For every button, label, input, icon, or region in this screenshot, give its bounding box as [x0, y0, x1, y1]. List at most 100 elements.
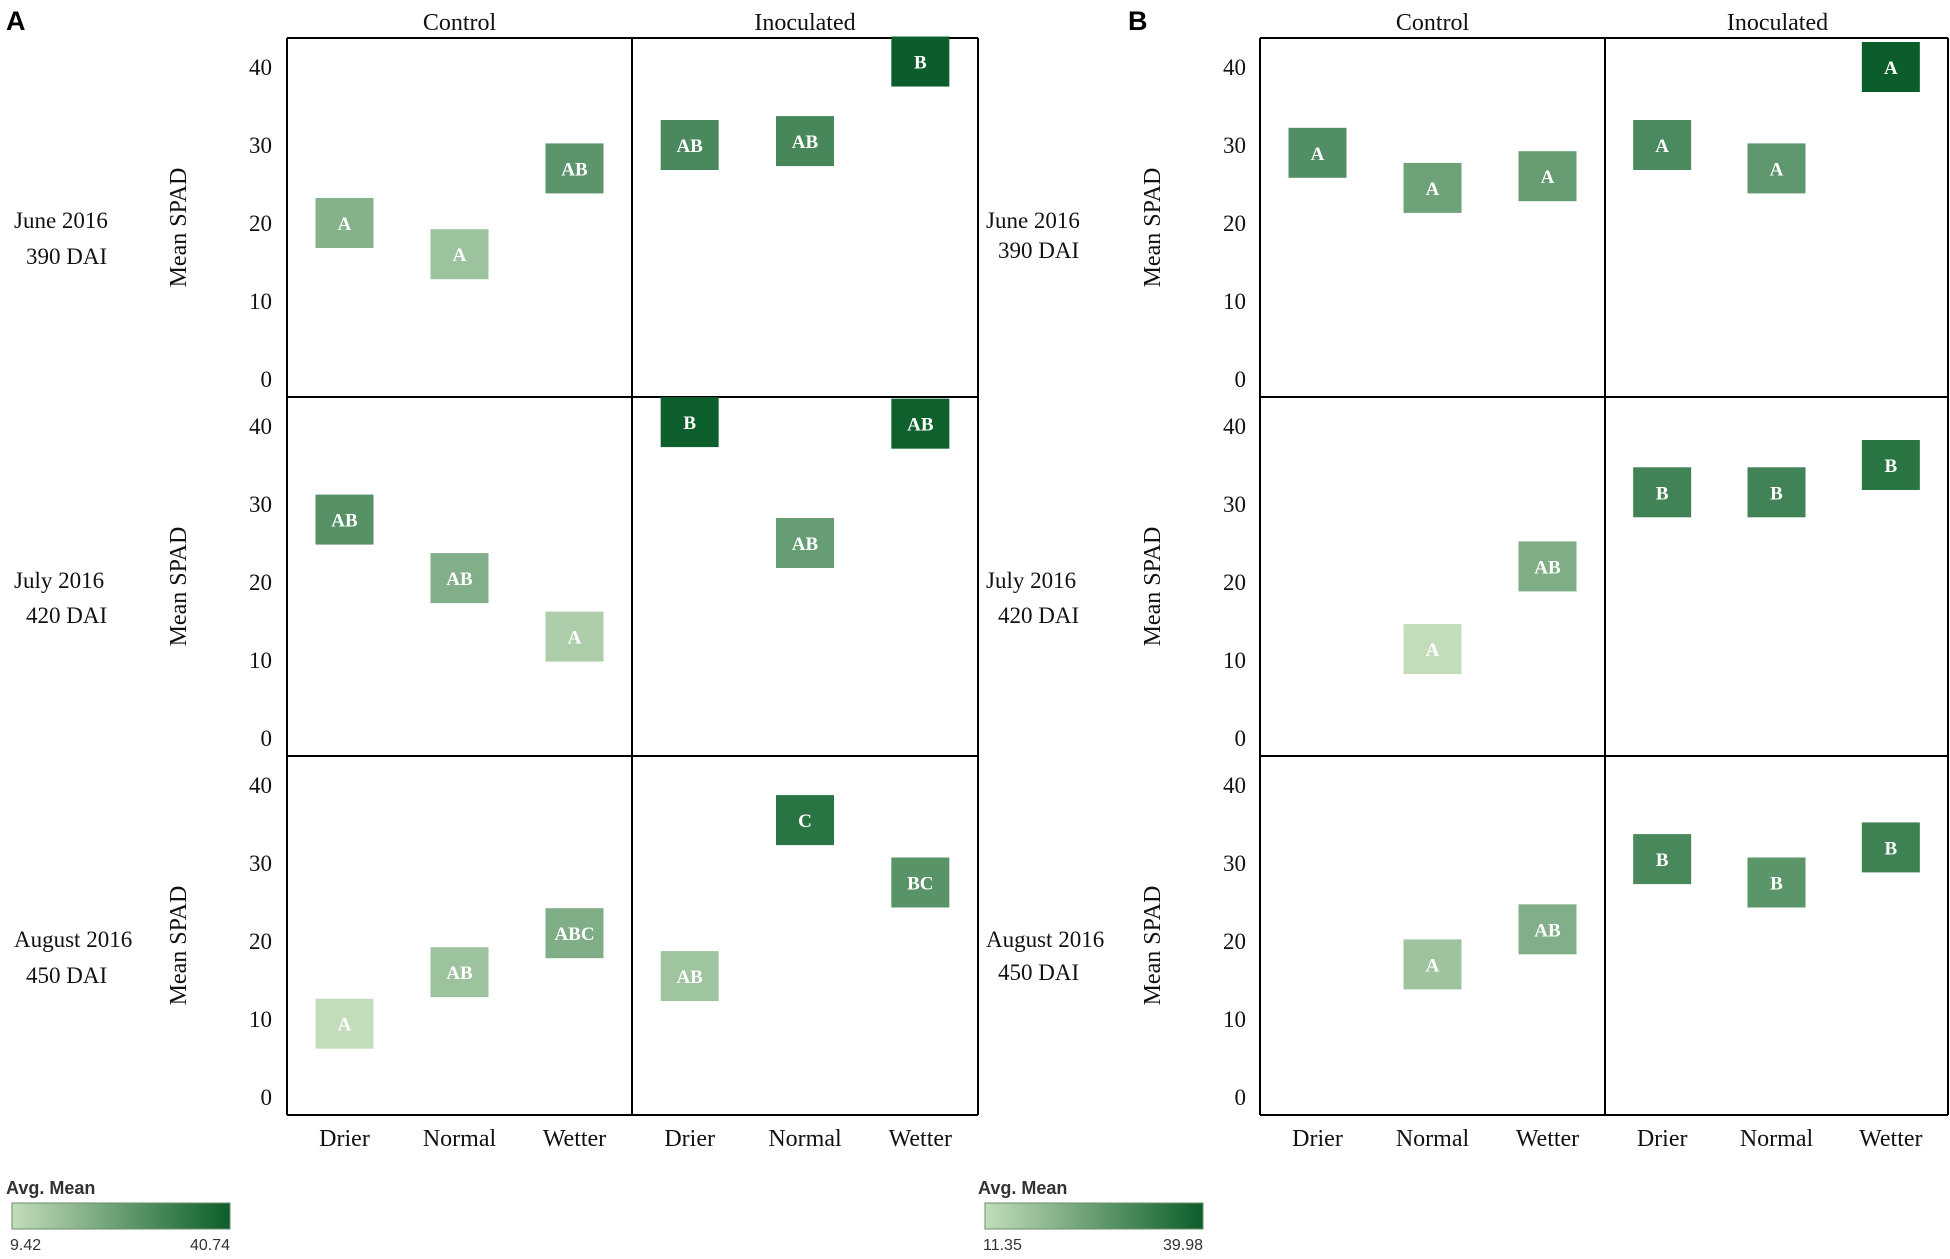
data-box: [1518, 904, 1577, 955]
y-tick-label: 40: [1223, 773, 1246, 798]
data-box: [315, 494, 374, 545]
data-cell: AB: [430, 553, 489, 604]
data-box: [1747, 857, 1806, 908]
y-tick-label: 10: [1223, 289, 1246, 314]
data-cell: AB: [1518, 904, 1577, 955]
data-cell: AB: [891, 398, 950, 449]
data-letter: AB: [792, 132, 819, 153]
y-tick-label: 30: [1223, 133, 1246, 158]
data-box: [430, 229, 489, 280]
y-axis-label: Mean SPAD: [1140, 168, 1166, 288]
x-category-label: Wetter: [1859, 1126, 1922, 1152]
y-tick-label: 0: [1235, 726, 1247, 751]
y-tick-label: 30: [249, 133, 272, 158]
data-cell: A: [430, 229, 489, 280]
row-label-month: June 2016: [14, 208, 108, 233]
data-letter: ABC: [554, 924, 594, 945]
data-box: [1633, 834, 1692, 885]
data-letter: AB: [792, 534, 819, 555]
legend-gradient-bar: [11, 1202, 231, 1230]
row-labels-b: June 2016 390 DAI July 2016 420 DAI Augu…: [986, 208, 1104, 985]
data-cell: B: [1633, 467, 1692, 518]
y-tick-label: 10: [249, 1007, 272, 1032]
panel-label: A: [6, 6, 26, 36]
x-category-label: Wetter: [543, 1126, 606, 1152]
data-letter: B: [1770, 483, 1783, 504]
data-cell: A: [1403, 162, 1462, 213]
y-tick-label: 0: [261, 1085, 273, 1110]
data-letter: AB: [1534, 920, 1561, 941]
x-category-label: Drier: [1637, 1126, 1688, 1152]
data-box: [315, 998, 374, 1049]
data-box: [660, 397, 719, 448]
x-category-label: Wetter: [889, 1126, 952, 1152]
y-tick-label: 20: [249, 570, 272, 595]
y-tick-label: 20: [1223, 211, 1246, 236]
y-tick-label: 0: [1235, 367, 1247, 392]
legend-max-label: 40.74: [190, 1237, 230, 1254]
legend-title: Avg. Mean: [978, 1178, 1067, 1198]
data-letter: A: [338, 214, 352, 235]
y-tick-label: 40: [249, 414, 272, 439]
facet-row: Mean SPAD 0 10 20 30 40 A A AB AB AB B: [166, 36, 950, 392]
y-axis-label: Mean SPAD: [166, 886, 192, 1006]
row-label-dai: 390 DAI: [998, 238, 1079, 263]
data-letter: A: [568, 628, 582, 649]
data-cell: AB: [1518, 541, 1577, 592]
data-letter: A: [1770, 159, 1784, 180]
y-tick-label: 30: [1223, 492, 1246, 517]
data-box: [660, 120, 719, 170]
x-category-label: Drier: [664, 1126, 715, 1152]
y-tick-label: 30: [249, 492, 272, 517]
data-letter: A: [338, 1015, 352, 1036]
data-box: [660, 951, 719, 1002]
data-letter: B: [1656, 483, 1669, 504]
data-box: [776, 116, 834, 167]
data-cell: B: [1633, 834, 1692, 885]
data-cell: C: [776, 795, 834, 846]
data-cell: A: [1403, 624, 1462, 675]
y-tick-label: 40: [249, 55, 272, 80]
data-letter: A: [1884, 58, 1898, 79]
legend-min-label: 9.42: [10, 1237, 41, 1254]
legend-max-label: 39.98: [1163, 1237, 1203, 1254]
x-category-label: Normal: [1396, 1126, 1470, 1152]
data-letter: AB: [907, 415, 934, 436]
data-letter: C: [798, 811, 812, 832]
group-header: Inoculated: [1727, 10, 1828, 36]
data-letter: AB: [561, 159, 588, 180]
data-cell: AB: [660, 120, 719, 170]
data-cell: A: [315, 998, 374, 1049]
data-box: [1861, 440, 1920, 490]
row-label-month: July 2016: [986, 568, 1076, 593]
y-tick-label: 30: [1223, 851, 1246, 876]
data-cell: A: [1747, 143, 1806, 194]
row-label-month: August 2016: [14, 927, 132, 952]
x-category-label: Drier: [319, 1126, 370, 1152]
y-tick-label: 30: [249, 851, 272, 876]
group-header: Control: [1396, 10, 1470, 36]
x-category-label: Wetter: [1516, 1126, 1579, 1152]
data-letter: A: [1426, 640, 1440, 661]
y-tick-label: 10: [249, 648, 272, 673]
data-box: [1403, 162, 1462, 213]
data-letter: B: [914, 53, 927, 74]
group-header: Control: [423, 10, 497, 36]
x-category-label: Normal: [1740, 1126, 1814, 1152]
data-letter: BC: [907, 874, 933, 895]
row-label-month: June 2016: [986, 208, 1080, 233]
row-label-month: August 2016: [986, 927, 1104, 952]
data-cell: B: [1861, 822, 1920, 873]
data-cell: B: [660, 397, 719, 448]
data-box: [1747, 143, 1806, 194]
group-header: Inoculated: [754, 10, 855, 36]
data-box: [1288, 127, 1347, 178]
row-label-dai: 450 DAI: [998, 960, 1079, 985]
data-letter: B: [1884, 838, 1897, 859]
data-letter: A: [1541, 167, 1555, 188]
row-label-dai: 420 DAI: [26, 603, 107, 628]
